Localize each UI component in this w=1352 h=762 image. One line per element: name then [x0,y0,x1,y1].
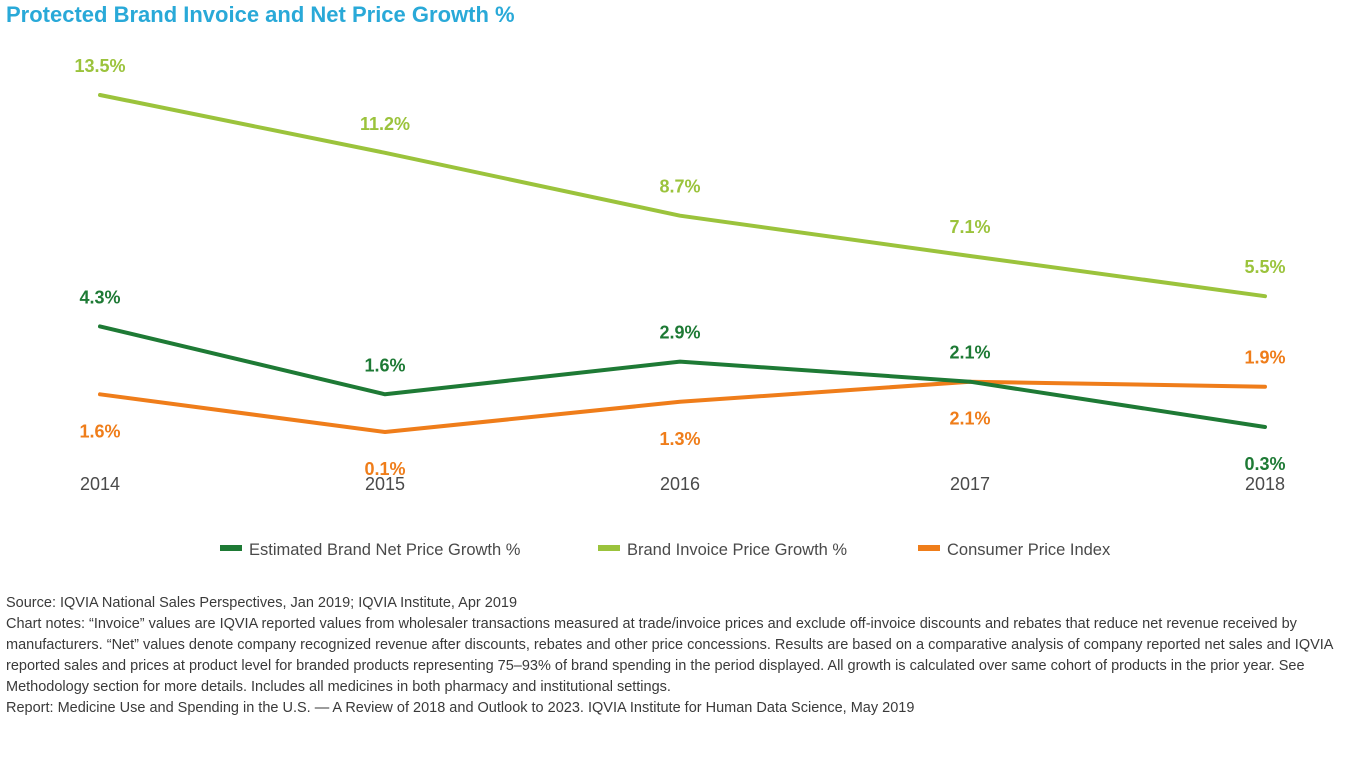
data-label-estimated-brand-net-price-growth-2014: 4.3% [79,287,120,307]
legend: Estimated Brand Net Price Growth % Brand … [220,541,1111,559]
legend-label: Estimated Brand Net Price Growth % [249,541,521,559]
chart-title: Protected Brand Invoice and Net Price Gr… [6,2,515,27]
data-labels: 4.3% 1.6% 2.9% 2.1% 0.3% 13.5% 11.2% 8.7% 7.1% 5.… [74,56,1285,479]
data-label-estimated-brand-net-price-growth-2015: 1.6% [364,355,405,375]
data-label-brand-invoice-price-growth-2014: 13.5% [74,56,125,76]
data-label-consumer-price-index-2018: 1.9% [1244,348,1285,368]
legend-swatch [220,545,242,551]
series-line-brand-invoice-price-growth [98,93,1267,299]
series-lines [98,93,1267,434]
report-note: Report: Medicine Use and Spending in the… [6,700,915,716]
data-label-brand-invoice-price-growth-2018: 5.5% [1244,257,1285,277]
x-axis: 2014 2015 2016 2017 2018 [80,474,1285,494]
x-tick-label-2015: 2015 [365,474,405,494]
x-tick-label-2017: 2017 [950,474,990,494]
legend-label: Consumer Price Index [947,541,1111,559]
x-tick-label-2014: 2014 [80,474,120,494]
data-label-brand-invoice-price-growth-2017: 7.1% [949,217,990,237]
data-label-consumer-price-index-2015: 0.1% [364,459,405,479]
data-label-consumer-price-index-2016: 1.3% [659,429,700,449]
data-label-estimated-brand-net-price-growth-2016: 2.9% [659,323,700,343]
chart-notes: Source: IQVIA National Sales Perspective… [6,593,1346,719]
data-label-brand-invoice-price-growth-2015: 11.2% [360,114,410,134]
legend-swatch [918,545,940,551]
series-line-consumer-price-index [98,379,1267,434]
data-label-brand-invoice-price-growth-2016: 8.7% [659,177,700,197]
chart-notes-text: Chart notes: “Invoice” values are IQVIA … [6,616,1333,695]
x-tick-label-2016: 2016 [660,474,700,494]
x-tick-label-2018: 2018 [1245,474,1285,494]
legend-item-estimated-brand-net-price-growth: Estimated Brand Net Price Growth % [220,541,521,559]
data-label-consumer-price-index-2014: 1.6% [79,421,120,441]
legend-item-consumer-price-index: Consumer Price Index [918,541,1111,559]
legend-item-brand-invoice-price-growth: Brand Invoice Price Growth % [598,541,847,559]
legend-swatch [598,545,620,551]
data-label-consumer-price-index-2017: 2.1% [949,409,990,429]
series-line-estimated-brand-net-price-growth [98,324,1267,429]
data-label-estimated-brand-net-price-growth-2017: 2.1% [949,343,990,363]
line-chart: 4.3% 1.6% 2.9% 2.1% 0.3% 13.5% 11.2% 8.7% 7.1% 5.… [74,56,1285,559]
source-note: Source: IQVIA National Sales Perspective… [6,595,518,611]
data-label-estimated-brand-net-price-growth-2018: 0.3% [1244,454,1285,474]
legend-label: Brand Invoice Price Growth % [627,541,847,559]
